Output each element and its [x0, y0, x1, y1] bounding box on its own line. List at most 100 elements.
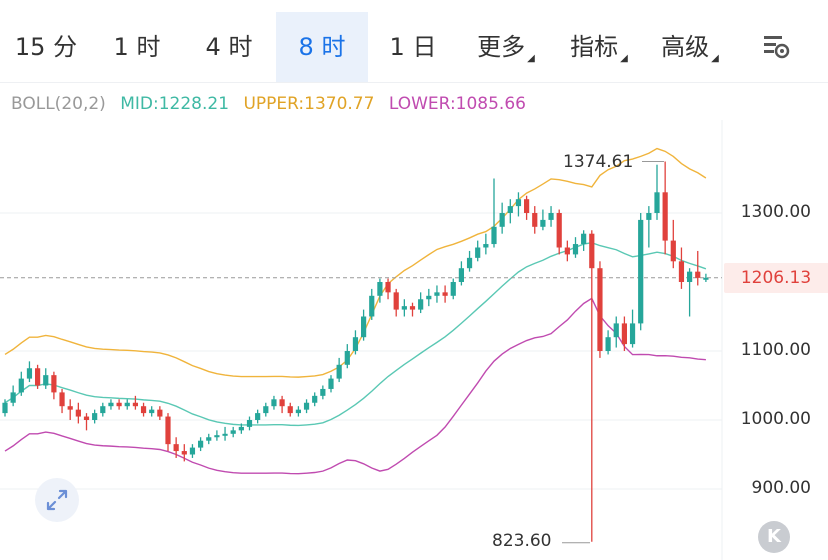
candle-body — [222, 433, 228, 436]
tab-1h[interactable]: 1 时 — [92, 12, 182, 82]
boll-mid: MID:1228.21 — [120, 94, 230, 114]
candle-body — [116, 402, 122, 407]
y-tick-label: 900.00 — [751, 478, 811, 498]
candle-body — [687, 271, 693, 282]
candle-body — [157, 409, 163, 417]
candle-body — [377, 282, 383, 296]
candle-body — [344, 351, 350, 365]
expand-arrows-icon[interactable] — [35, 478, 79, 522]
candle-body — [556, 213, 562, 248]
candle-body — [475, 247, 481, 258]
candle-body — [605, 337, 611, 351]
candle-body — [695, 271, 701, 278]
low-price-label: 823.60 — [492, 531, 552, 551]
candle-body — [51, 375, 57, 393]
candle-body — [35, 368, 41, 386]
candle-body — [499, 213, 505, 227]
candle-body — [458, 268, 464, 282]
candle-body — [140, 406, 147, 414]
candle-body — [572, 244, 579, 255]
y-tick-label: 1000.00 — [740, 409, 811, 429]
candle-body — [230, 430, 236, 434]
candle-body — [466, 257, 473, 269]
candle-body — [238, 426, 244, 431]
k-line-icon[interactable]: K — [758, 521, 790, 553]
tab-label: 8 时 — [298, 33, 346, 61]
candle-body — [589, 233, 595, 269]
boll-lower: LOWER:1085.66 — [388, 94, 526, 114]
candle-body — [654, 192, 660, 213]
dropdown-triangle-icon: ◢ — [620, 53, 628, 64]
timeframe-tabbar: 15 分 1 时 4 时 8 时 1 日 更多 ◢ 指标 ◢ 高级 ◢ — [0, 0, 828, 83]
candle-body — [703, 277, 709, 280]
candle-body — [450, 282, 456, 296]
candle-body — [287, 406, 293, 414]
candle-body — [75, 409, 81, 417]
candle-body — [181, 451, 187, 455]
candle-body — [108, 402, 114, 407]
candle-body — [507, 206, 513, 213]
candle-body — [214, 435, 220, 438]
candle-body — [393, 292, 399, 310]
candle-body — [597, 268, 603, 351]
dropdown-triangle-icon: ◢ — [527, 53, 535, 64]
candle-body — [255, 413, 261, 420]
settings-list-icon[interactable] — [754, 30, 794, 64]
candle-body — [132, 402, 138, 407]
candle-body — [442, 292, 448, 296]
tab-4h[interactable]: 4 时 — [182, 12, 276, 82]
candle-body — [581, 233, 587, 245]
candle-body — [434, 292, 440, 296]
candle-body — [515, 199, 522, 207]
tab-indicators[interactable]: 指标 ◢ — [554, 12, 644, 82]
boll-label: BOLL(20,2) — [11, 94, 106, 114]
candle-body — [320, 388, 326, 396]
candle-body — [303, 402, 310, 410]
tab-8h[interactable]: 8 时 — [276, 12, 368, 82]
candle-body — [271, 399, 277, 407]
candle-body — [43, 375, 49, 386]
candlestick-chart[interactable] — [0, 120, 828, 560]
candle-body — [10, 392, 16, 403]
candle-body — [92, 413, 98, 420]
candle-body — [638, 219, 644, 324]
high-price-label: 1374.61 — [563, 152, 634, 172]
tab-label: 15 分 — [14, 33, 78, 61]
candle-body — [678, 261, 685, 282]
candle-body — [621, 323, 627, 345]
candle-body — [524, 199, 530, 213]
candle-body — [173, 444, 179, 452]
candle-body — [165, 416, 171, 445]
candle-body — [263, 406, 269, 414]
candle-body — [483, 244, 489, 248]
candle-body — [2, 402, 8, 414]
candle-body — [59, 392, 65, 407]
tab-label: 1 时 — [113, 33, 161, 61]
candle-body — [18, 378, 24, 393]
candle-body — [352, 337, 359, 351]
candle-body — [662, 192, 668, 241]
tab-label: 4 时 — [205, 33, 253, 61]
candle-body — [328, 378, 334, 389]
tab-15min[interactable]: 15 分 — [0, 12, 92, 82]
candle-body — [83, 416, 90, 420]
candle-body — [409, 306, 416, 310]
candle-body — [246, 420, 253, 427]
candle-body — [336, 364, 342, 379]
tab-more[interactable]: 更多 ◢ — [458, 12, 554, 82]
candle-body — [149, 409, 155, 414]
candle-body — [491, 226, 497, 245]
tab-advanced[interactable]: 高级 ◢ — [644, 12, 736, 82]
candle-body — [26, 368, 33, 379]
candle-body — [279, 399, 285, 407]
candle-body — [418, 299, 424, 310]
candle-body — [613, 323, 619, 338]
candle-body — [361, 316, 367, 338]
boll-legend: BOLL(20,2) MID:1228.21 UPPER:1370.77 LOW… — [11, 94, 535, 114]
y-tick-label: 1100.00 — [740, 340, 811, 360]
candle-body — [312, 395, 318, 403]
candle-body — [629, 323, 636, 345]
candle-body — [426, 295, 432, 300]
y-tick-label: 1300.00 — [740, 202, 811, 222]
tab-1d[interactable]: 1 日 — [368, 12, 458, 82]
